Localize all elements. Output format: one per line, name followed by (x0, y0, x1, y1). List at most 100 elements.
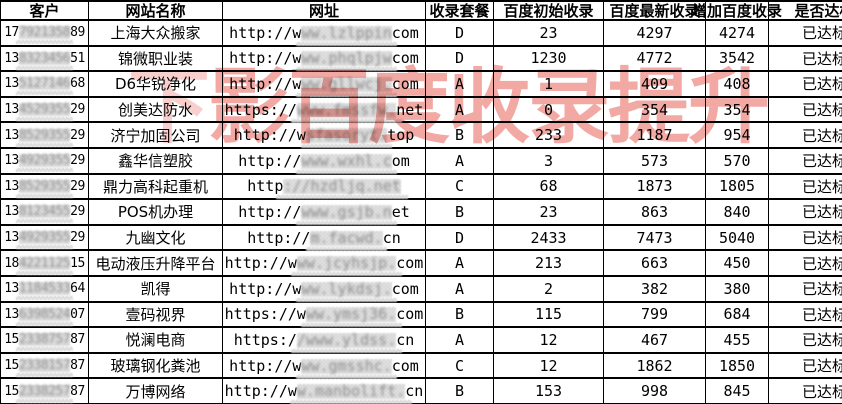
index-increase-cell[interactable]: 3542 (705, 44, 769, 73)
site-url-cell[interactable]: http://ww.manbolift.cn (222, 377, 426, 404)
plan-cell[interactable]: A (425, 249, 494, 277)
site-url-cell[interactable]: http://www.gllwcj.com (222, 70, 426, 98)
target-met-cell[interactable]: 已达标 (768, 146, 842, 175)
index-increase-cell[interactable]: 380 (705, 274, 769, 303)
site-url-cell[interactable]: http://www.lykdsj.com (222, 274, 426, 303)
target-met-cell[interactable]: 已达标 (768, 95, 842, 124)
index-increase-cell[interactable]: 408 (705, 70, 769, 98)
target-met-cell[interactable]: 已达标 (768, 300, 842, 329)
site-name-cell[interactable]: 鼎力高科起重机 (88, 172, 223, 201)
customer-phone-cell[interactable]: 13492935529 (0, 146, 89, 175)
site-url-cell[interactable]: https://www.yldss.cn (222, 326, 426, 354)
latest-index-cell[interactable]: 663 (603, 249, 706, 277)
site-url-cell[interactable]: http://www.phqlpjwcom (222, 44, 426, 73)
initial-index-cell[interactable]: 233 (493, 121, 604, 149)
latest-index-cell[interactable]: 799 (603, 300, 706, 329)
initial-index-cell[interactable]: 23 (493, 198, 604, 226)
latest-index-cell[interactable]: 1862 (603, 351, 706, 380)
plan-cell[interactable]: B (425, 121, 494, 149)
site-url-cell[interactable]: http://www.gsjb.net (222, 198, 426, 226)
latest-index-cell[interactable]: 1873 (603, 172, 706, 201)
col-header-url[interactable]: 网址 (222, 0, 426, 21)
col-header-plan[interactable]: 收录套餐 (425, 0, 494, 21)
target-met-cell[interactable]: 已达标 (768, 377, 842, 404)
customer-phone-cell[interactable]: 18422112515 (0, 249, 89, 277)
latest-index-cell[interactable]: 1187 (603, 121, 706, 149)
index-increase-cell[interactable]: 684 (705, 300, 769, 329)
col-header-customer[interactable]: 客户 (0, 0, 89, 21)
target-met-cell[interactable]: 已达标 (768, 326, 842, 354)
latest-index-cell[interactable]: 467 (603, 326, 706, 354)
plan-cell[interactable]: A (425, 274, 494, 303)
plan-cell[interactable]: A (425, 70, 494, 98)
latest-index-cell[interactable]: 354 (603, 95, 706, 124)
customer-phone-cell[interactable]: 13812345529 (0, 198, 89, 226)
site-url-cell[interactable]: https://www.fmssfw.net (222, 95, 426, 124)
site-url-cell[interactable]: http://www.wxhl.com (222, 146, 426, 175)
initial-index-cell[interactable]: 12 (493, 351, 604, 380)
customer-phone-cell[interactable]: 13492935529 (0, 223, 89, 252)
site-name-cell[interactable]: POS机办理 (88, 198, 223, 226)
target-met-cell[interactable]: 已达标 (768, 198, 842, 226)
target-met-cell[interactable]: 已达标 (768, 172, 842, 201)
site-name-cell[interactable]: 鑫华信塑胶 (88, 146, 223, 175)
index-increase-cell[interactable]: 354 (705, 95, 769, 124)
customer-phone-cell[interactable]: 13639852407 (0, 300, 89, 329)
target-met-cell[interactable]: 已达标 (768, 351, 842, 380)
latest-index-cell[interactable]: 4297 (603, 19, 706, 47)
site-url-cell[interactable]: http://www.gmsshc.com (222, 351, 426, 380)
index-increase-cell[interactable]: 1850 (705, 351, 769, 380)
site-url-cell[interactable]: http://wsfasoryt.top (222, 121, 426, 149)
index-increase-cell[interactable]: 570 (705, 146, 769, 175)
site-url-cell[interactable]: http://www.jcyhsjp.com (222, 249, 426, 277)
initial-index-cell[interactable]: 3 (493, 146, 604, 175)
site-name-cell[interactable]: 悦澜电商 (88, 326, 223, 354)
site-url-cell[interactable]: http://m.facwd.cn (222, 223, 426, 252)
initial-index-cell[interactable]: 1230 (493, 44, 604, 73)
initial-index-cell[interactable]: 115 (493, 300, 604, 329)
initial-index-cell[interactable]: 12 (493, 326, 604, 354)
latest-index-cell[interactable]: 7473 (603, 223, 706, 252)
customer-phone-cell[interactable]: 13832345651 (0, 44, 89, 73)
plan-cell[interactable]: D (425, 44, 494, 73)
site-name-cell[interactable]: 凯得 (88, 274, 223, 303)
target-met-cell[interactable]: 已达标 (768, 274, 842, 303)
customer-phone-cell[interactable]: 13852935529 (0, 121, 89, 149)
index-increase-cell[interactable]: 840 (705, 198, 769, 226)
plan-cell[interactable]: A (425, 95, 494, 124)
initial-index-cell[interactable]: 2433 (493, 223, 604, 252)
latest-index-cell[interactable]: 863 (603, 198, 706, 226)
site-name-cell[interactable]: 创美达防水 (88, 95, 223, 124)
plan-cell[interactable]: B (425, 198, 494, 226)
site-name-cell[interactable]: 壹码视界 (88, 300, 223, 329)
customer-phone-cell[interactable]: 13452935529 (0, 95, 89, 124)
site-name-cell[interactable]: 锦微职业装 (88, 44, 223, 73)
index-increase-cell[interactable]: 1805 (705, 172, 769, 201)
target-met-cell[interactable]: 已达标 (768, 70, 842, 98)
initial-index-cell[interactable]: 23 (493, 19, 604, 47)
customer-phone-cell[interactable]: 13852935529 (0, 172, 89, 201)
site-url-cell[interactable]: http://hzdljq.net (222, 172, 426, 201)
latest-index-cell[interactable]: 998 (603, 377, 706, 404)
latest-index-cell[interactable]: 382 (603, 274, 706, 303)
plan-cell[interactable]: B (425, 377, 494, 404)
site-name-cell[interactable]: 九幽文化 (88, 223, 223, 252)
target-met-cell[interactable]: 已达标 (768, 223, 842, 252)
site-name-cell[interactable]: 济宁加固公司 (88, 121, 223, 149)
index-increase-cell[interactable]: 845 (705, 377, 769, 404)
plan-cell[interactable]: A (425, 146, 494, 175)
index-increase-cell[interactable]: 4274 (705, 19, 769, 47)
customer-phone-cell[interactable]: 15233875787 (0, 326, 89, 354)
latest-index-cell[interactable]: 573 (603, 146, 706, 175)
initial-index-cell[interactable]: 68 (493, 172, 604, 201)
initial-index-cell[interactable]: 213 (493, 249, 604, 277)
customer-phone-cell[interactable]: 13512714668 (0, 70, 89, 98)
index-increase-cell[interactable]: 5040 (705, 223, 769, 252)
customer-phone-cell[interactable]: 13118453364 (0, 274, 89, 303)
site-url-cell[interactable]: https://www.ymsj36.com (222, 300, 426, 329)
customer-phone-cell[interactable]: 15233825787 (0, 377, 89, 404)
col-header-site-name[interactable]: 网站名称 (88, 0, 223, 21)
site-name-cell[interactable]: 万博网络 (88, 377, 223, 404)
col-header-target-met[interactable]: 是否达标 (768, 0, 842, 21)
col-header-index-increase[interactable]: 增加百度收录 (691, 0, 783, 21)
